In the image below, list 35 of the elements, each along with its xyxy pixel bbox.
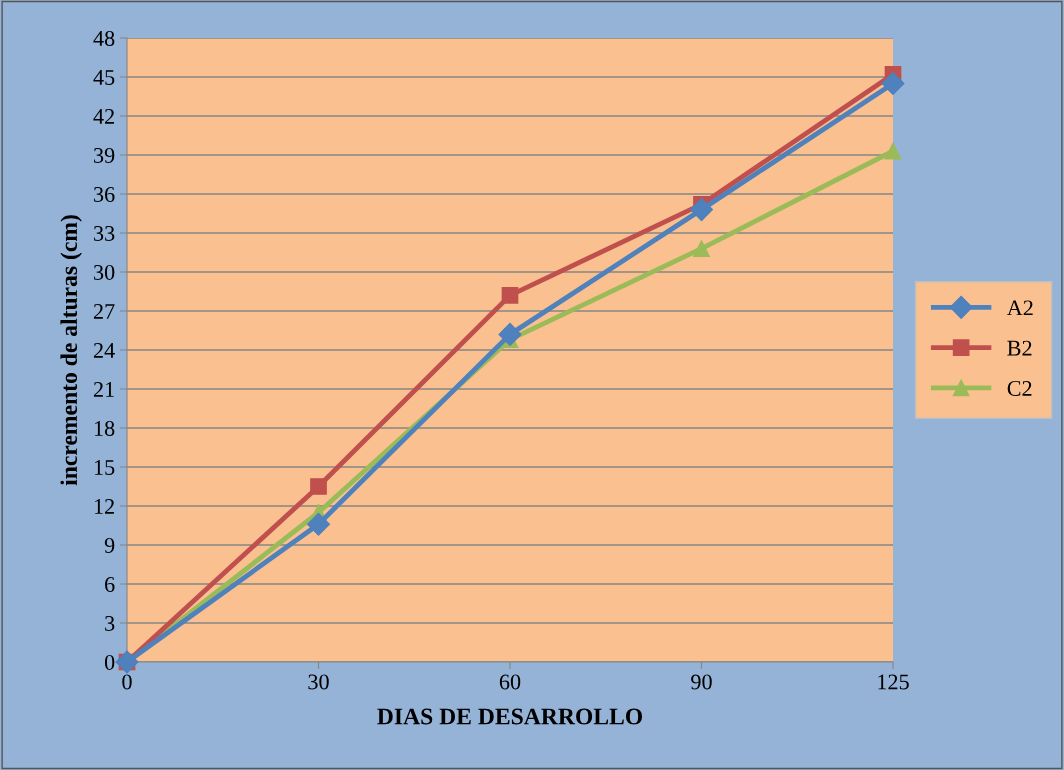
legend-label: B2 [1007, 340, 1032, 356]
point [881, 72, 905, 95]
y-tick-label: 6 [105, 576, 115, 592]
y-tick-label: 0 [104, 654, 115, 670]
point [501, 287, 519, 304]
y-tick-label: 27 [93, 303, 115, 319]
y-tick-label: 42 [93, 108, 114, 124]
y-tick-label: 33 [94, 225, 115, 241]
y-tick-label: 3 [105, 615, 115, 631]
y-tick-label: 12 [94, 498, 114, 514]
point [310, 478, 327, 495]
y-tick-label: 36 [94, 186, 115, 202]
x-tick-label: 90 [691, 674, 712, 690]
y-tick-label: 18 [94, 420, 115, 436]
point [690, 198, 713, 222]
legend-label: C2 [1007, 380, 1032, 396]
y-tick-label: 39 [94, 147, 115, 163]
y-tick-label: 45 [93, 70, 115, 85]
y-tick-label: 48 [93, 30, 115, 46]
y-axis-title: incremento de alturas (cm) [60, 215, 82, 486]
y-tick-label: 9 [104, 537, 115, 553]
point [498, 322, 522, 346]
x-tick-label: 30 [308, 674, 329, 690]
legend-label: A2 [1006, 300, 1033, 316]
y-tick-label: 30 [94, 264, 115, 280]
y-tick-label: 15 [94, 460, 115, 475]
y-tick-label: 21 [93, 381, 114, 397]
x-tick-label: 60 [499, 674, 521, 690]
x-axis-title: DIAS DE DESARROLLO [377, 708, 643, 725]
x-tick-label: 125 [878, 674, 909, 690]
point [307, 512, 330, 536]
y-tick-label: 24 [93, 342, 115, 358]
x-tick-label: 0 [122, 674, 132, 690]
point [884, 142, 902, 160]
point [693, 240, 710, 257]
